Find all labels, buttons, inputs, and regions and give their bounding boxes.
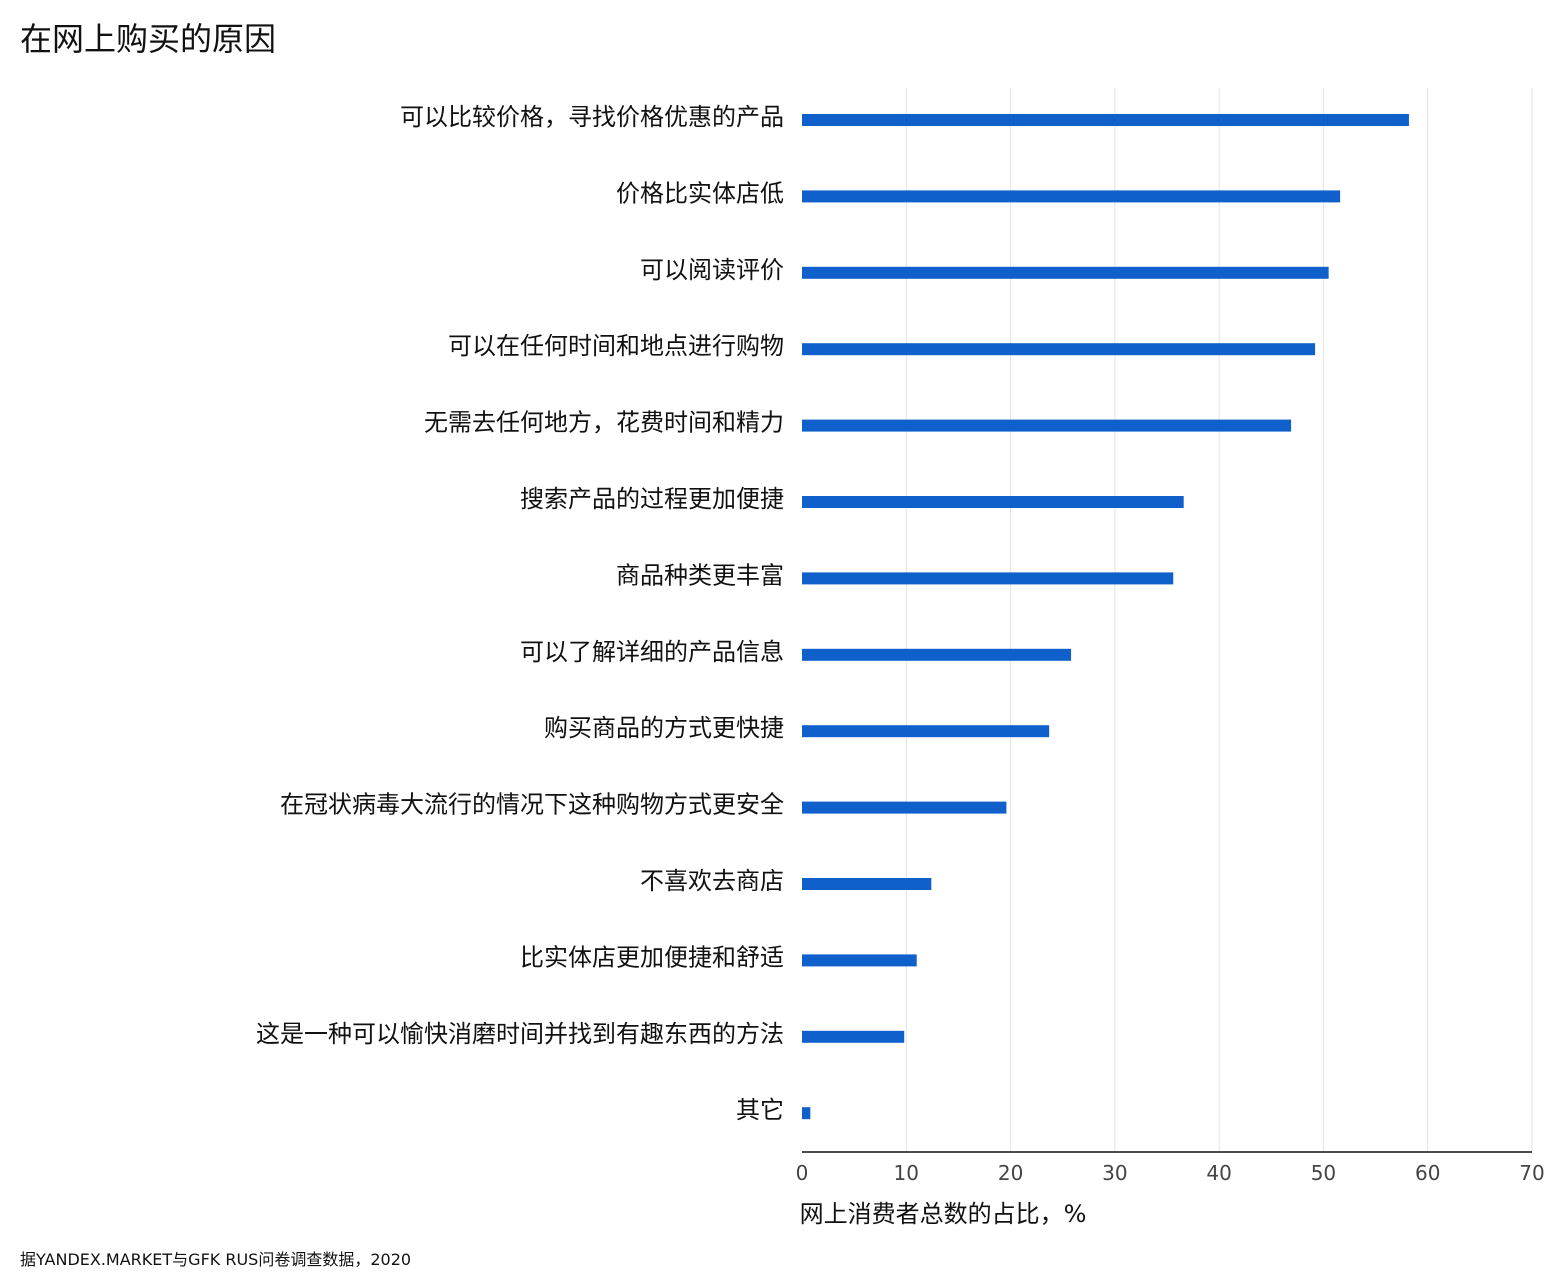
- x-tick-label: 70: [1519, 1161, 1544, 1185]
- x-axis-title: 网上消费者总数的占比，%: [800, 1200, 1087, 1228]
- bar: [802, 496, 1184, 508]
- category-label: 不喜欢去商店: [640, 867, 784, 895]
- bar: [802, 878, 932, 890]
- x-tick-label: 20: [998, 1161, 1023, 1185]
- bars: [802, 114, 1409, 1120]
- chart-title: 在网上购买的原因: [20, 20, 277, 58]
- category-label: 搜索产品的过程更加便捷: [520, 485, 784, 513]
- category-label: 购买商品的方式更快捷: [544, 714, 784, 742]
- category-label: 这是一种可以愉快消磨时间并找到有趣东西的方法: [256, 1020, 784, 1048]
- bar: [802, 343, 1316, 356]
- bar: [802, 190, 1341, 203]
- source-note: 据YANDEX.MARKET与GFK RUS问卷调查数据，2020: [20, 1250, 412, 1269]
- category-label: 比实体店更加便捷和舒适: [520, 943, 784, 971]
- gridlines: [905, 88, 1533, 1152]
- bar: [802, 1030, 905, 1043]
- category-label: 价格比实体店低: [616, 179, 784, 207]
- category-labels: 可以比较价格，寻找价格优惠的产品价格比实体店低可以阅读评价可以在任何时间和地点进…: [256, 103, 784, 1124]
- category-label: 商品种类更丰富: [616, 561, 784, 589]
- x-tick-label: 40: [1206, 1161, 1231, 1185]
- category-label: 可以在任何时间和地点进行购物: [448, 332, 784, 360]
- category-label: 在冠状病毒大流行的情况下这种购物方式更安全: [280, 791, 784, 819]
- category-label: 无需去任何地方，花费时间和精力: [424, 409, 784, 437]
- bar: [802, 266, 1329, 279]
- bar: [802, 801, 1007, 814]
- category-label: 可以阅读评价: [640, 256, 784, 284]
- bar: [802, 114, 1409, 126]
- bar: [802, 419, 1292, 432]
- x-tick-label: 30: [1102, 1161, 1127, 1185]
- bar: [802, 572, 1174, 585]
- category-label: 其它: [736, 1096, 784, 1124]
- x-tick-label: 50: [1311, 1161, 1336, 1185]
- bar: [802, 1107, 811, 1120]
- category-label: 可以了解详细的产品信息: [520, 638, 784, 666]
- x-tick-label: 60: [1415, 1161, 1440, 1185]
- x-tick-label: 10: [894, 1161, 919, 1185]
- x-tick-label: 0: [796, 1161, 809, 1185]
- bar: [802, 648, 1072, 661]
- x-axis: 0 10 20 30 40 50 60 70: [796, 1151, 1545, 1185]
- category-label: 可以比较价格，寻找价格优惠的产品: [400, 103, 784, 131]
- bar: [802, 954, 917, 967]
- bar: [802, 725, 1050, 738]
